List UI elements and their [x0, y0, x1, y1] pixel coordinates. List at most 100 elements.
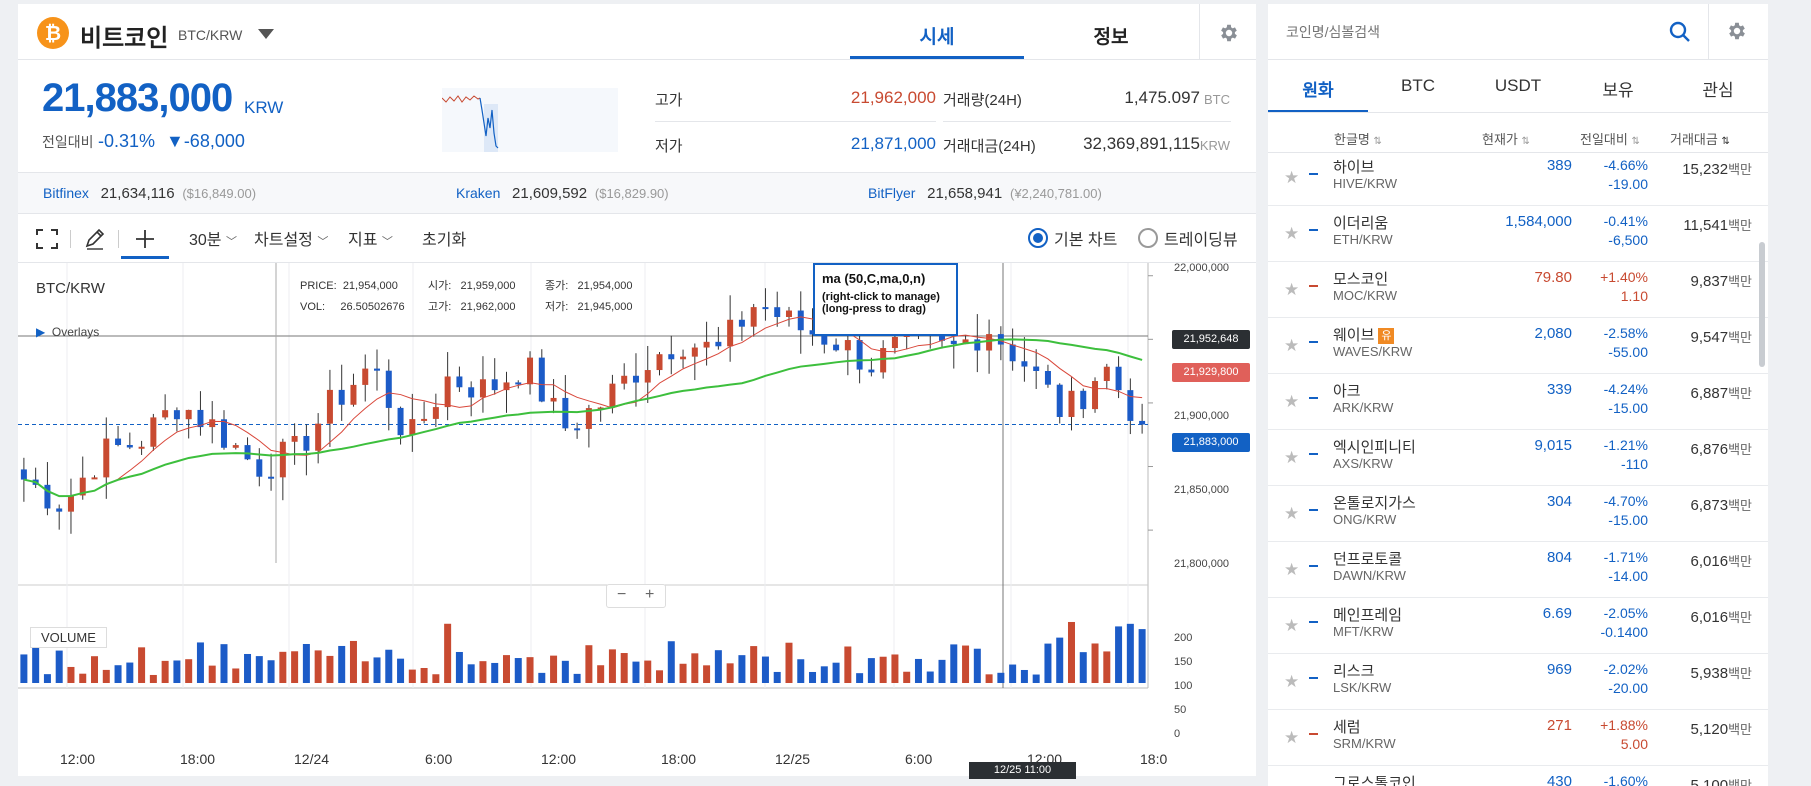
- volume-bar: [761, 656, 769, 683]
- market-tab-usdt[interactable]: USDT: [1494, 76, 1542, 95]
- candle-body: [1103, 366, 1110, 382]
- volume-bar: [879, 656, 887, 683]
- zoom-out-button[interactable]: −: [617, 586, 627, 603]
- price-tick: 21,850,000: [1174, 484, 1230, 496]
- settings-gear-icon[interactable]: [1218, 22, 1240, 44]
- favorite-star-icon[interactable]: ★: [1284, 504, 1300, 523]
- coin-row[interactable]: ★ 아크 ARK/KRW 339 -4.24% -15.00 6,887백만: [1268, 374, 1768, 430]
- list-settings-gear-icon[interactable]: [1726, 20, 1748, 42]
- tab-market[interactable]: 시세: [919, 27, 955, 48]
- coin-row[interactable]: ★ 이더리움 ETH/KRW 1,584,000 -0.41% -6,500 11,541백…: [1268, 206, 1768, 262]
- basic-chart-radio[interactable]: [1028, 228, 1048, 248]
- tradingview-radio[interactable]: [1138, 228, 1158, 248]
- candle-body: [256, 459, 263, 477]
- time-tick: 12/25: [775, 751, 811, 767]
- exchange-bitfinex[interactable]: Bitfinex 21,634,116 ($16,849.00): [43, 185, 257, 202]
- fullscreen-icon[interactable]: [36, 229, 58, 249]
- favorite-star-icon[interactable]: ★: [1284, 560, 1300, 579]
- favorite-star-icon[interactable]: ★: [1284, 448, 1300, 467]
- candle-body: [385, 370, 392, 408]
- coin-row-change-amount: 5.00: [1620, 736, 1648, 752]
- basic-chart-label[interactable]: 기본 차트: [1054, 232, 1118, 249]
- candle-body: [609, 383, 616, 408]
- volume-bar: [632, 661, 640, 683]
- coin-row[interactable]: ★ 리스크 LSK/KRW 969 -2.02% -20.00 5,938백만: [1268, 654, 1768, 710]
- coin-row-name: 메인프레임: [1333, 607, 1403, 624]
- favorite-star-icon[interactable]: ★: [1284, 224, 1300, 243]
- favorite-star-icon[interactable]: ★: [1284, 616, 1300, 635]
- warning-badge: 유: [1378, 328, 1395, 344]
- interval-select[interactable]: 30분 ﹀: [189, 232, 237, 249]
- candle-body: [715, 341, 722, 347]
- favorite-star-icon[interactable]: ★: [1284, 392, 1300, 411]
- volume-bar: [997, 672, 1005, 683]
- candle-body: [562, 397, 569, 429]
- candle-body: [1080, 390, 1087, 410]
- coin-row[interactable]: ★ 그로스톨코인 430 -1.60% 5,100백만: [1268, 766, 1768, 786]
- candle-body: [444, 376, 451, 408]
- ohlc-close-low: 종가: 21,954,000 저가: 21,945,000: [545, 280, 633, 313]
- coin-row[interactable]: ★ 던프로토콜 DAWN/KRW 804 -1.71% -14.00 6,016백만: [1268, 542, 1768, 598]
- favorite-star-icon[interactable]: ★: [1284, 672, 1300, 691]
- zoom-in-button[interactable]: +: [645, 586, 655, 603]
- trade-value: 32,369,891,115: [1083, 134, 1200, 153]
- trend-mini-icon: [1309, 565, 1318, 567]
- favorite-star-icon[interactable]: ★: [1284, 168, 1300, 187]
- sort-by-name[interactable]: 한글명 ⇅: [1334, 132, 1382, 147]
- volume-bar: [467, 664, 475, 683]
- market-tab-holdings[interactable]: 보유: [1602, 81, 1634, 100]
- coin-row[interactable]: ★ 하이브 HIVE/KRW 389 -4.66% -19.00 15,232백만: [1268, 150, 1768, 206]
- search-input[interactable]: [1268, 4, 1694, 59]
- crosshair-icon[interactable]: [134, 228, 156, 250]
- list-scrollbar[interactable]: [1759, 242, 1765, 367]
- coin-row[interactable]: ★ 모스코인 MOC/KRW 79.80 +1.40% 1.10 9,837백만: [1268, 262, 1768, 318]
- price-tick: 21,900,000: [1174, 410, 1230, 422]
- coin-row[interactable]: ★ 웨이브 유 WAVES/KRW 2,080 -2.58% -55.00 9,547백만: [1268, 318, 1768, 374]
- coin-row-volume: 9,547백만: [1690, 329, 1752, 346]
- candle-body: [538, 357, 545, 402]
- candle-body: [397, 407, 404, 436]
- coin-dropdown-icon[interactable]: [258, 29, 274, 39]
- candle-body: [291, 435, 298, 442]
- candle-body: [126, 444, 133, 448]
- tradingview-label[interactable]: 트레이딩뷰: [1164, 232, 1238, 249]
- chart-settings-menu[interactable]: 차트설정 ﹀: [254, 232, 329, 249]
- coin-row[interactable]: ★ 엑시인피니티 AXS/KRW 9,015 -1.21% -110 6,876백만: [1268, 430, 1768, 486]
- market-tab-krw[interactable]: 원화: [1302, 81, 1334, 100]
- favorite-star-icon[interactable]: ★: [1284, 280, 1300, 299]
- candle-body: [315, 423, 322, 451]
- ma-price-marker: 21,929,800: [1172, 363, 1250, 382]
- favorite-star-icon[interactable]: ★: [1284, 336, 1300, 355]
- sort-by-price[interactable]: 현재가 ⇅: [1482, 132, 1530, 147]
- coin-row-volume: 6,016백만: [1690, 609, 1752, 626]
- candle-body: [479, 379, 486, 398]
- coin-row[interactable]: ★ 세럼 SRM/KRW 271 +1.88% 5.00 5,120백만: [1268, 710, 1768, 766]
- exchange-bitflyer[interactable]: BitFlyer 21,658,941 (¥2,240,781.00): [868, 185, 1102, 202]
- time-tick: 6:00: [425, 751, 453, 767]
- sort-by-volume[interactable]: 거래대금 ⇅: [1670, 132, 1730, 147]
- market-tab-favorites[interactable]: 관심: [1702, 81, 1734, 100]
- volume-bar: [844, 646, 852, 683]
- time-tick: 18:00: [180, 751, 216, 767]
- indicators-menu[interactable]: 지표 ﹀: [348, 232, 393, 249]
- favorite-star-icon[interactable]: ★: [1284, 784, 1299, 786]
- draw-pencil-icon[interactable]: [84, 228, 106, 250]
- coin-row-change-amount: -0.1400: [1600, 624, 1648, 640]
- coin-row[interactable]: ★ 온톨로지가스 ONG/KRW 304 -4.70% -15.00 6,873백만: [1268, 486, 1768, 542]
- candle-body: [974, 339, 981, 351]
- search-icon[interactable]: [1668, 20, 1692, 44]
- coin-row[interactable]: ★ 메인프레임 MFT/KRW 6.69 -2.05% -0.1400 6,016백만: [1268, 598, 1768, 654]
- candle-body: [550, 397, 557, 402]
- coin-row-change-pct: -1.71%: [1603, 549, 1648, 565]
- exchange-kraken[interactable]: Kraken 21,609,592 ($16,829.90): [456, 185, 669, 202]
- price-chart[interactable]: [18, 263, 1256, 776]
- market-tab-btc[interactable]: BTC: [1401, 76, 1435, 95]
- reset-button[interactable]: 초기화: [422, 232, 467, 249]
- volume-bar: [514, 658, 522, 683]
- sort-by-change[interactable]: 전일대비 ⇅: [1580, 132, 1640, 147]
- crosshair-price-marker: 21,952,648: [1172, 330, 1250, 349]
- favorite-star-icon[interactable]: ★: [1284, 728, 1300, 747]
- overlays-toggle[interactable]: ▶ Overlays: [36, 325, 100, 339]
- tab-info[interactable]: 정보: [1093, 27, 1129, 48]
- volume-bar: [114, 665, 122, 683]
